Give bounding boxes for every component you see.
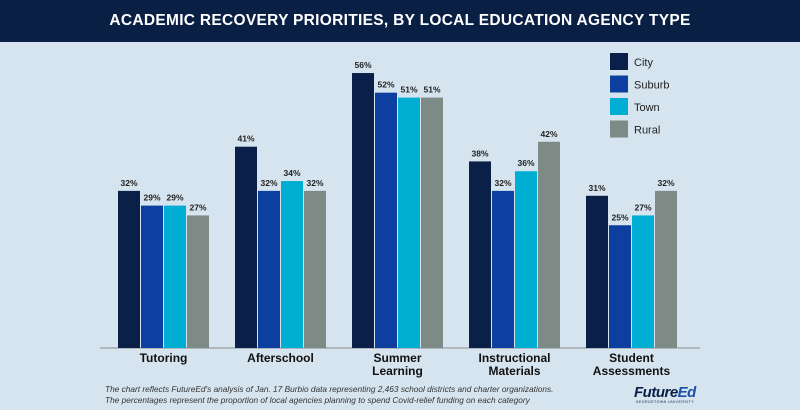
data-label: 31% [588, 183, 605, 193]
bar-suburb [492, 190, 514, 348]
bar-city [235, 146, 257, 348]
category-label: Student [609, 351, 654, 365]
data-label: 38% [471, 148, 488, 158]
bar-town [515, 171, 537, 348]
bar-town [164, 205, 186, 348]
legend-label: City [634, 57, 653, 69]
bar-city [352, 73, 374, 348]
category-label: Instructional [478, 351, 550, 365]
futureed-logo: FutureEd GEORGETOWN UNIVERSITY [634, 384, 696, 404]
bar-city [586, 195, 608, 348]
data-label: 32% [657, 178, 674, 188]
legend-label: Town [634, 102, 660, 114]
bar-suburb [375, 92, 397, 349]
bar-suburb [141, 205, 163, 348]
bar-suburb [258, 190, 280, 348]
data-label: 52% [377, 80, 394, 90]
data-label: 25% [611, 212, 628, 222]
bar-rural [304, 190, 326, 348]
data-label: 29% [166, 193, 183, 203]
data-label: 56% [354, 60, 371, 70]
legend-label: Rural [634, 125, 660, 137]
data-label: 32% [120, 178, 137, 188]
category-label: Learning [372, 364, 423, 378]
data-label: 29% [143, 193, 160, 203]
category-label: Tutoring [140, 351, 188, 365]
data-label: 32% [494, 178, 511, 188]
bar-town [281, 181, 303, 348]
data-label: 27% [189, 202, 206, 212]
bar-city [469, 161, 491, 348]
data-label: 36% [517, 158, 534, 168]
legend-swatch [610, 120, 628, 138]
footnote-line-2: The percentages represent the proportion… [105, 395, 530, 405]
category-label: Afterschool [247, 351, 314, 365]
data-label: 27% [634, 202, 651, 212]
legend-swatch [610, 53, 628, 70]
legend-swatch [610, 98, 628, 115]
data-label: 51% [423, 85, 440, 95]
data-label: 34% [283, 168, 300, 178]
bar-rural [655, 190, 677, 348]
bar-town [398, 97, 420, 348]
bar-rural [538, 141, 560, 348]
bar-city [118, 190, 140, 348]
category-label: Assessments [593, 364, 671, 378]
category-label: Materials [488, 364, 540, 378]
footnote-line-1: The chart reflects FutureEd's analysis o… [105, 384, 554, 394]
bar-rural [421, 97, 443, 348]
bar-rural [187, 215, 209, 348]
category-label: Summer [373, 351, 421, 365]
bar-town [632, 215, 654, 348]
data-label: 32% [306, 178, 323, 188]
footnote: The chart reflects FutureEd's analysis o… [105, 384, 553, 406]
legend-label: Suburb [634, 80, 669, 92]
data-label: 41% [237, 134, 254, 144]
chart-title: ACADEMIC RECOVERY PRIORITIES, BY LOCAL E… [0, 0, 800, 42]
data-label: 51% [400, 85, 417, 95]
data-label: 32% [260, 178, 277, 188]
bar-suburb [609, 225, 631, 348]
legend-swatch [610, 75, 628, 93]
data-label: 42% [540, 129, 557, 139]
